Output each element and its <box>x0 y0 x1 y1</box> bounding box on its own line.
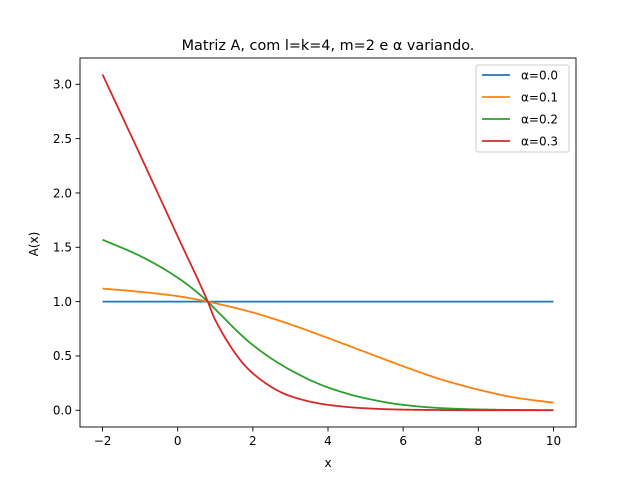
chart-title: Matriz A, com l=k=4, m=2 e α variando. <box>182 38 475 54</box>
y-tick-label: 2.5 <box>53 132 72 146</box>
x-axis-label: x <box>324 456 331 470</box>
legend-label-3: α=0.3 <box>521 134 558 148</box>
y-axis-label: A(x) <box>27 232 41 257</box>
x-tick-label: 8 <box>474 434 482 448</box>
y-tick-label: 1.5 <box>53 241 72 255</box>
legend-label-2: α=0.2 <box>521 112 558 126</box>
legend-label-1: α=0.1 <box>521 90 558 104</box>
axes-layer: −2 0 2 4 6 8 10 0.0 0.5 1.0 1.5 2.0 2.5 3.0 <box>53 57 577 448</box>
y-tick-label: 2.0 <box>53 186 72 200</box>
legend-frame <box>475 64 570 153</box>
legend-label-0: α=0.0 <box>521 68 558 82</box>
x-tick-label: 0 <box>174 434 182 448</box>
series-line-1 <box>102 287 554 404</box>
series-line-3 <box>101 74 554 412</box>
y-tick-label: 3.0 <box>53 78 72 92</box>
x-tick-label: 4 <box>324 434 332 448</box>
y-tick-label: 0.5 <box>53 349 72 363</box>
x-tick-label: 6 <box>399 434 407 448</box>
y-tick-label: 0.0 <box>53 404 72 418</box>
x-tick-label: 2 <box>249 434 257 448</box>
series-layer <box>101 74 554 412</box>
legend: α=0.0 α=0.1 α=0.2 α=0.3 <box>475 64 570 153</box>
x-tick-label: 10 <box>546 434 561 448</box>
x-tick-label: −2 <box>94 434 112 448</box>
y-tick-label: 1.0 <box>53 295 72 309</box>
